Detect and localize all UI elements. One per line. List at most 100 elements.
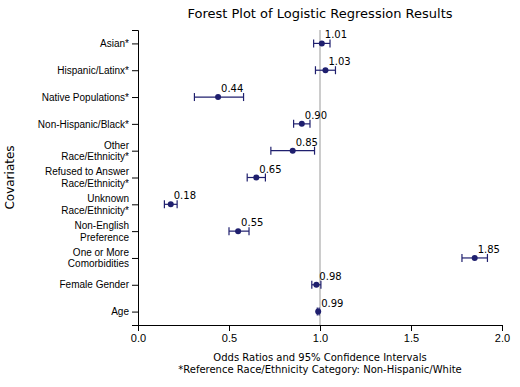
ci-cap-low (164, 200, 165, 208)
y-tick-label: Asian* (100, 38, 129, 49)
chart-container: 0.0 0.5 1.0 1.5 2.0 Age Female Gender One or Mo… (0, 0, 520, 387)
y-tick-label: Female Gender (60, 279, 130, 290)
data-label: 1.03 (328, 56, 350, 67)
y-tick-mark (132, 97, 138, 98)
point (315, 309, 321, 315)
ci-cap-low (247, 174, 248, 182)
point (319, 40, 325, 46)
ci-cap-high (248, 227, 249, 235)
y-tick-label: Non-Hispanic/Black* (38, 119, 129, 130)
x-tick: 2.0 (495, 325, 510, 344)
text-line: Race/Ethnicity* (61, 178, 129, 189)
ci-cap-low (194, 93, 195, 101)
y-tick: Native Populations* (42, 92, 138, 103)
y-tick-mark (132, 124, 138, 125)
y-tick-mark (132, 151, 138, 152)
text-line: Native Populations* (42, 92, 129, 103)
y-tick-label: UnknownRace/Ethnicity* (61, 193, 129, 216)
data-label: 1.01 (325, 29, 347, 40)
ci-cap-high (309, 120, 310, 128)
x-tick-mark (502, 325, 503, 331)
data-label: 1.85 (478, 244, 500, 255)
x-tick: 0.0 (131, 325, 146, 344)
point (472, 255, 478, 261)
x-tick-mark (229, 325, 230, 331)
ci-cap-high (335, 66, 336, 74)
y-tick: Non-Hispanic/Black* (38, 119, 138, 130)
y-tick-mark (132, 258, 138, 259)
ci-cap-high (487, 254, 488, 262)
ci-cap-high (314, 147, 315, 155)
y-tick-mark (132, 204, 138, 205)
data-label: 0.90 (305, 110, 327, 121)
x-tick-label: 1.0 (313, 332, 328, 344)
ci-cap-low (315, 66, 316, 74)
data-label: 0.99 (321, 298, 343, 309)
x-tick-mark (320, 325, 321, 331)
y-axis-title: Covariates (3, 145, 17, 209)
y-tick-mark (132, 178, 138, 179)
point (215, 94, 221, 100)
text-line: Asian* (100, 38, 129, 49)
data-label: 0.18 (174, 190, 196, 201)
y-tick-label: Age (111, 306, 129, 317)
data-label: 0.55 (241, 217, 263, 228)
y-tick: Refused to AnswerRace/Ethnicity* (45, 166, 138, 189)
y-tick-label: Refused to AnswerRace/Ethnicity* (45, 166, 130, 189)
x-tick-label: 0.5 (222, 332, 237, 344)
x-axis: 0.0 0.5 1.0 1.5 2.0 (131, 325, 510, 344)
point (235, 228, 241, 234)
text-line: One or More (73, 247, 130, 258)
y-tick-label: One or MoreComorbidities (68, 247, 130, 270)
x-tick-label: 1.5 (404, 332, 419, 344)
x-tick: 0.5 (222, 325, 237, 344)
ci-cap-high (265, 174, 266, 182)
data-label: 0.98 (319, 271, 341, 282)
y-tick: One or MoreComorbidities (68, 247, 138, 270)
ci-cap-low (293, 120, 294, 128)
y-tick-mark (132, 285, 138, 286)
plot: 0.0 0.5 1.0 1.5 2.0 Age Female Gender One or Mo… (38, 29, 510, 343)
point (168, 201, 174, 207)
marks (164, 30, 487, 325)
y-tick-label: OtherRace/Ethnicity* (61, 140, 129, 163)
x-axis-line (139, 326, 503, 332)
y-tick-label: Native Populations* (42, 92, 129, 103)
point (290, 148, 296, 154)
point (299, 121, 305, 127)
data-label: 0.44 (221, 83, 243, 94)
text-line: Refused to Answer (45, 166, 130, 177)
ci-cap-low (313, 39, 314, 47)
point (313, 282, 319, 288)
text-line: Non-English (75, 220, 129, 231)
y-tick: Age (111, 306, 138, 317)
y-axis: Age Female Gender One or MoreComorbidities… (38, 31, 139, 326)
y-tick: UnknownRace/Ethnicity* (61, 193, 138, 216)
ci-cap-low (461, 254, 462, 262)
y-tick: Asian* (100, 38, 138, 49)
x-tick: 1.0 (313, 325, 328, 344)
y-tick: Female Gender (60, 279, 138, 290)
point (253, 175, 259, 181)
y-tick-label: Hispanic/Latinx* (57, 65, 129, 76)
text-line: *Reference Race/Ethnicity Category: Non-… (178, 364, 462, 375)
y-tick-mark (132, 231, 138, 232)
x-tick-label: 2.0 (495, 332, 510, 344)
ci-cap-low (228, 227, 229, 235)
ci-cap-high (243, 93, 244, 101)
y-tick-mark (132, 312, 138, 313)
text-line: Age (111, 306, 129, 317)
text-line: Unknown (87, 193, 129, 204)
y-tick-mark (132, 43, 138, 44)
text-line: Race/Ethnicity* (61, 151, 129, 162)
point (322, 67, 328, 73)
ci-cap-high (329, 39, 330, 47)
text-line: Other (104, 140, 130, 151)
text-line: Preference (80, 232, 129, 243)
ci-cap-low (311, 281, 312, 289)
text-line: Female Gender (60, 279, 130, 290)
x-axis-title: Odds Ratios and 95% Confidence Intervals… (178, 352, 462, 375)
ci-cap-high (320, 281, 321, 289)
y-axis-line (132, 31, 139, 326)
text-line: Hispanic/Latinx* (57, 65, 129, 76)
